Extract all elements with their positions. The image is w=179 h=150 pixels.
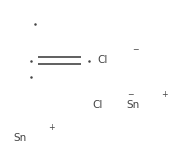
Text: −: − xyxy=(132,45,139,54)
Text: +: + xyxy=(48,123,55,132)
Text: Sn: Sn xyxy=(13,133,27,143)
Text: −: − xyxy=(127,90,134,99)
Text: Sn: Sn xyxy=(126,100,139,110)
Text: Cl: Cl xyxy=(98,55,108,65)
Text: +: + xyxy=(161,90,168,99)
Text: Cl: Cl xyxy=(92,100,103,110)
